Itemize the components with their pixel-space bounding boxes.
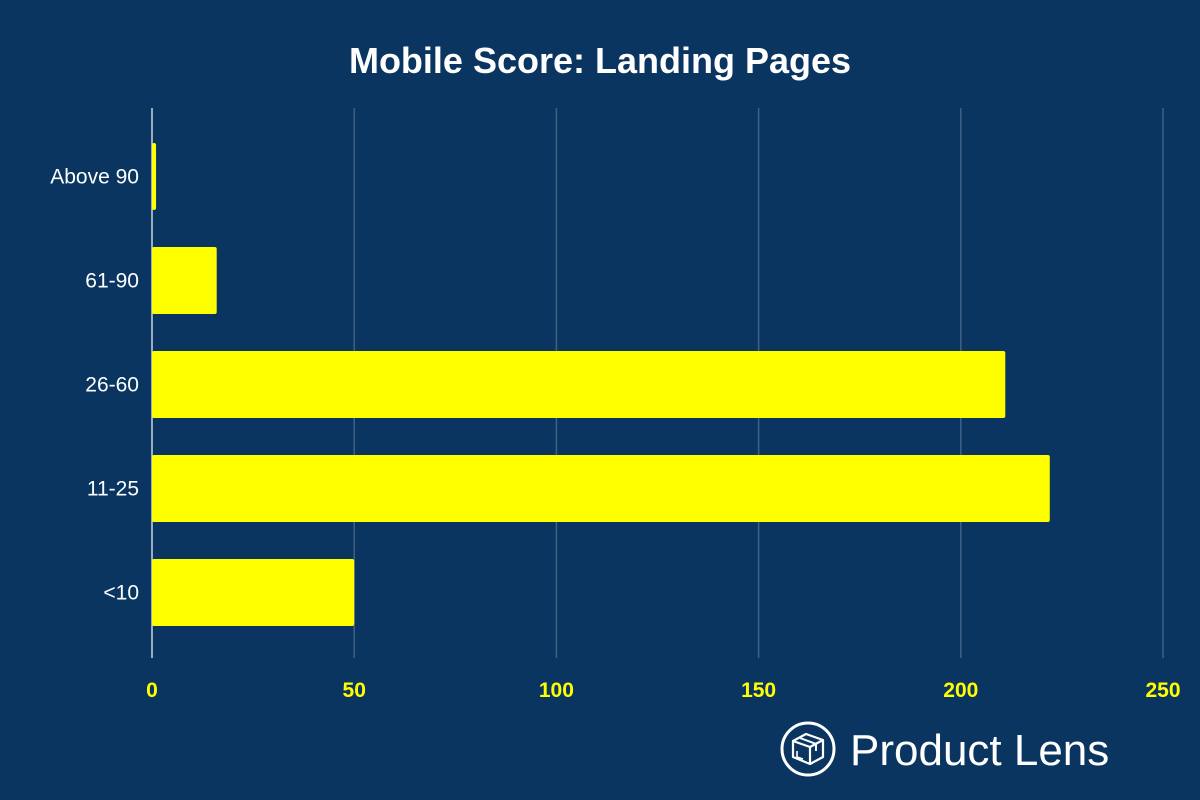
x-tick-label: 200: [943, 679, 978, 702]
x-tick-label: 250: [1145, 679, 1180, 702]
category-label: 11-25: [87, 478, 139, 501]
x-tick-label: 0: [146, 679, 158, 702]
bar: [152, 247, 217, 314]
bar: [152, 351, 1006, 418]
package-box-icon: [780, 721, 836, 777]
x-tick-label: 50: [343, 679, 366, 702]
x-tick-labels: 0 50 100 150 200 250: [146, 679, 1180, 702]
category-labels: Above 90 61-90 26-60 11-25 <10: [50, 166, 139, 605]
bar: [152, 559, 355, 626]
brand-logo: Product Lens: [780, 721, 1109, 777]
bar: [152, 143, 157, 210]
category-label: Above 90: [50, 166, 139, 189]
category-label: <10: [103, 582, 139, 605]
brand-name: Product Lens: [850, 726, 1109, 775]
chart-title: Mobile Score: Landing Pages: [349, 40, 851, 81]
bar: [152, 455, 1050, 522]
category-label: 61-90: [85, 270, 139, 293]
category-label: 26-60: [85, 374, 139, 397]
bars: [152, 143, 1050, 626]
x-tick-label: 100: [539, 679, 574, 702]
x-tick-label: 150: [741, 679, 776, 702]
